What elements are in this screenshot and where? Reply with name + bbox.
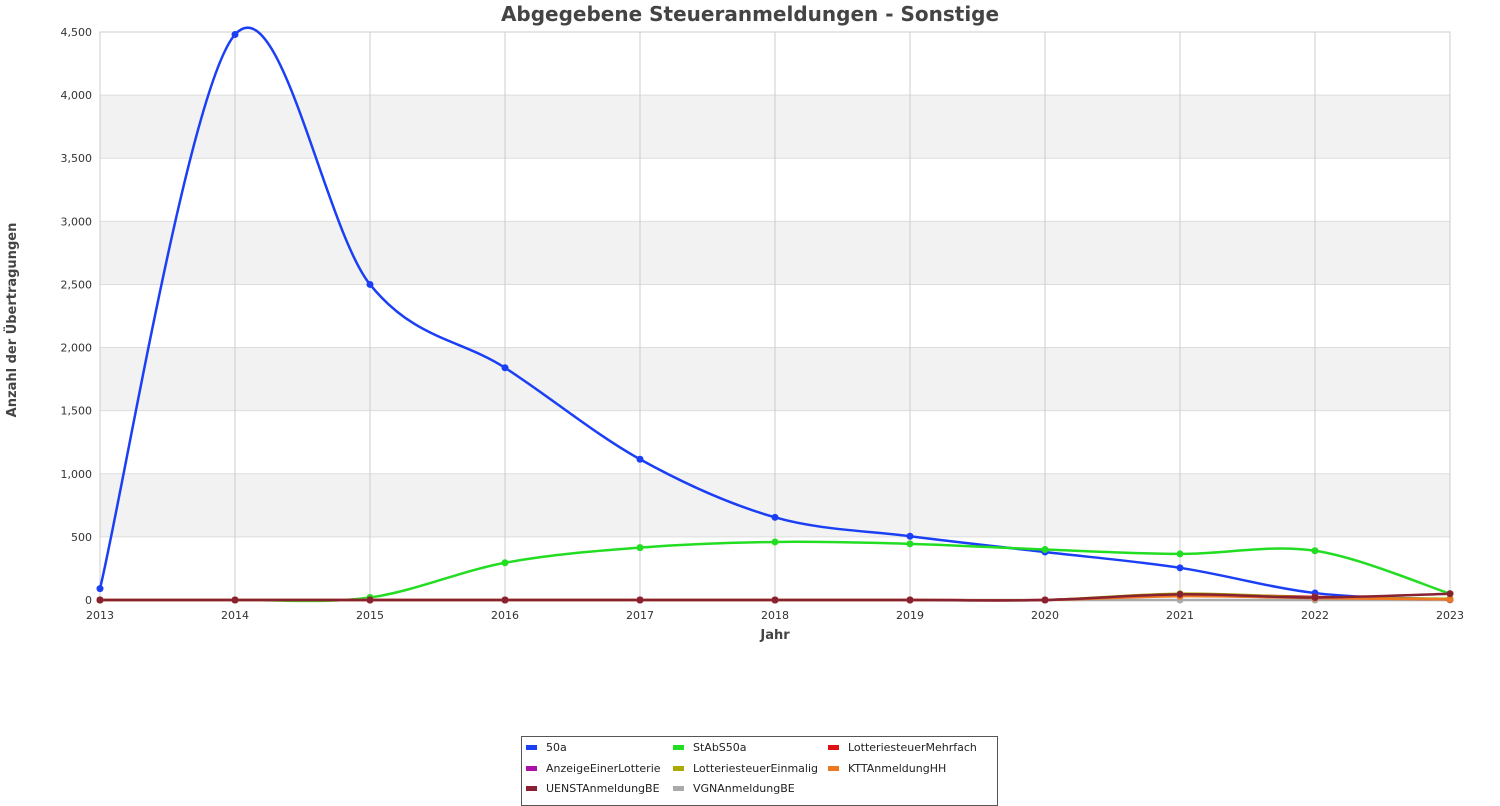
y-tick-label: 2,000 [61,342,93,355]
x-tick-label: 2023 [1436,609,1464,622]
x-tick-label: 2013 [86,609,114,622]
legend-item-kttanmeldunghh[interactable]: KTTAnmeldungHH [828,762,946,775]
data-point-50a[interactable] [636,455,644,463]
legend-item-lotteriesteuereinmalig[interactable]: LotteriesteuerEinmalig [673,762,818,775]
y-tick-label: 500 [71,531,92,544]
x-axis-title: Jahr [759,628,790,643]
y-axis-ticks: 0 500 1,000 1,500 2,000 2,500 3,000 3,500 4,000 4… [61,26,93,607]
data-point-50a[interactable] [1176,564,1184,572]
legend-item-stabs50a[interactable]: StAbS50a [673,741,747,754]
x-tick-label: 2017 [626,609,654,622]
legend-swatch [673,745,684,750]
data-point-50a[interactable] [96,585,104,593]
y-tick-label: 3,500 [61,152,93,165]
legend-item-50a[interactable]: 50a [526,741,567,754]
data-point-uenstanmeldungbe[interactable] [96,596,104,604]
legend-swatch [828,766,839,771]
data-point-uenstanmeldungbe[interactable] [906,596,914,604]
data-point-uenstanmeldungbe[interactable] [1311,593,1319,601]
legend-item-uenstanmeldungbe[interactable]: UENSTAnmeldungBE [526,782,660,795]
y-tick-label: 1,000 [61,468,93,481]
y-tick-label: 2,500 [61,278,93,291]
data-point-stabs50a[interactable] [906,540,914,548]
y-tick-label: 0 [85,594,92,607]
y-tick-label: 1,500 [61,405,93,418]
legend-label: AnzeigeEinerLotterie [546,762,661,775]
legend-swatch [526,766,537,771]
x-tick-label: 2021 [1166,609,1194,622]
y-tick-label: 4,000 [61,89,93,102]
legend-label: UENSTAnmeldungBE [546,782,660,795]
data-point-50a[interactable] [771,513,779,521]
data-point-50a[interactable] [231,31,239,39]
x-tick-label: 2022 [1301,609,1329,622]
data-point-stabs50a[interactable] [1311,547,1319,555]
legend-swatch [673,786,684,791]
data-point-uenstanmeldungbe[interactable] [1176,590,1184,598]
x-tick-label: 2015 [356,609,384,622]
data-point-stabs50a[interactable] [1041,546,1049,554]
x-tick-label: 2014 [221,609,249,622]
data-point-stabs50a[interactable] [636,544,644,552]
x-tick-label: 2016 [491,609,519,622]
data-point-stabs50a[interactable] [771,538,779,546]
legend-label: VGNAnmeldungBE [693,782,795,795]
data-point-uenstanmeldungbe[interactable] [1446,590,1454,598]
data-point-uenstanmeldungbe[interactable] [1041,596,1049,604]
x-tick-label: 2018 [761,609,789,622]
x-tick-label: 2020 [1031,609,1059,622]
legend-swatch [526,786,537,791]
legend: 50a StAbS50a LotteriesteuerMehrfach Anzeige… [521,736,998,806]
data-point-uenstanmeldungbe[interactable] [501,596,509,604]
legend-item-vgnanmeldungbe[interactable]: VGNAnmeldungBE [673,782,795,795]
y-tick-label: 3,000 [61,215,93,228]
legend-label: KTTAnmeldungHH [848,762,947,775]
legend-label: 50a [546,741,567,754]
data-point-uenstanmeldungbe[interactable] [231,596,239,604]
legend-label: LotteriesteuerMehrfach [848,741,977,754]
legend-swatch [526,745,537,750]
legend-item-anzeigeeinerlotterie[interactable]: AnzeigeEinerLotterie [526,762,661,775]
data-point-50a[interactable] [501,364,509,372]
y-tick-label: 4,500 [61,26,93,39]
data-point-uenstanmeldungbe[interactable] [366,596,374,604]
chart-title: Abgegebene Steueranmeldungen - Sonstige [501,2,999,26]
data-point-stabs50a[interactable] [501,559,509,567]
data-point-stabs50a[interactable] [1176,550,1184,558]
legend-label: LotteriesteuerEinmalig [693,762,819,775]
y-axis-title: Anzahl der Übertragungen [4,223,20,418]
data-point-kttanmeldunghh[interactable] [1446,595,1454,603]
data-point-uenstanmeldungbe[interactable] [771,596,779,604]
legend-swatch [673,766,684,771]
legend-item-lotteriesteuermehrfach[interactable]: LotteriesteuerMehrfach [828,741,977,754]
data-point-50a[interactable] [906,532,914,540]
data-point-uenstanmeldungbe[interactable] [636,596,644,604]
legend-swatch [828,745,839,750]
x-tick-label: 2019 [896,609,924,622]
data-point-50a[interactable] [366,280,374,288]
legend-label: StAbS50a [693,741,747,754]
series-points [96,31,1454,604]
x-axis-ticks: 2013 2014 2015 2016 2017 2018 2019 2020 2021 2022… [86,609,1464,622]
